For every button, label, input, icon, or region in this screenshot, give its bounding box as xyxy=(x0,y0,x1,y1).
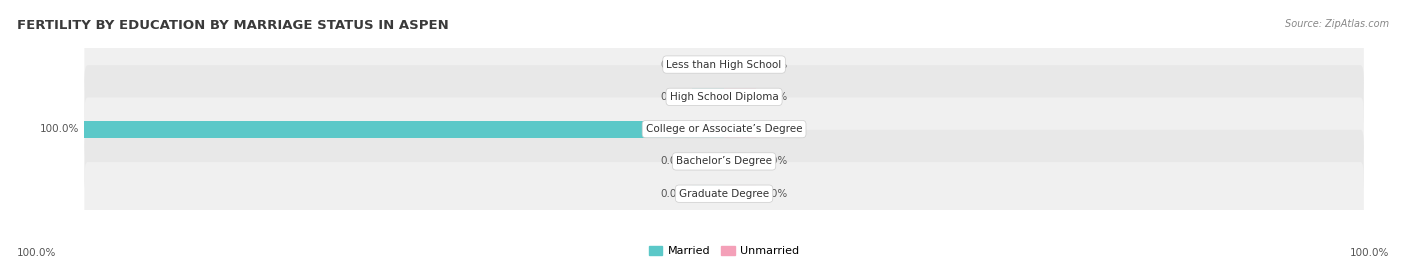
Text: College or Associate’s Degree: College or Associate’s Degree xyxy=(645,124,803,134)
Text: 100.0%: 100.0% xyxy=(1350,248,1389,258)
Text: FERTILITY BY EDUCATION BY MARRIAGE STATUS IN ASPEN: FERTILITY BY EDUCATION BY MARRIAGE STATU… xyxy=(17,19,449,32)
Text: Source: ZipAtlas.com: Source: ZipAtlas.com xyxy=(1285,19,1389,29)
Text: Graduate Degree: Graduate Degree xyxy=(679,189,769,199)
FancyBboxPatch shape xyxy=(84,97,1364,161)
Text: 100.0%: 100.0% xyxy=(17,248,56,258)
Text: 0.0%: 0.0% xyxy=(761,156,787,167)
Bar xyxy=(724,185,756,202)
FancyBboxPatch shape xyxy=(84,33,1364,96)
FancyBboxPatch shape xyxy=(84,162,1364,225)
Text: 0.0%: 0.0% xyxy=(661,59,688,70)
Text: Less than High School: Less than High School xyxy=(666,59,782,70)
Bar xyxy=(724,153,756,170)
Bar xyxy=(692,185,724,202)
Text: 0.0%: 0.0% xyxy=(761,59,787,70)
Legend: Married, Unmarried: Married, Unmarried xyxy=(644,241,804,261)
Text: 0.0%: 0.0% xyxy=(661,189,688,199)
Bar xyxy=(84,121,724,137)
Text: 0.0%: 0.0% xyxy=(761,124,787,134)
Bar xyxy=(692,56,724,73)
Text: 100.0%: 100.0% xyxy=(39,124,79,134)
Text: 0.0%: 0.0% xyxy=(761,189,787,199)
Text: High School Diploma: High School Diploma xyxy=(669,92,779,102)
Text: 0.0%: 0.0% xyxy=(661,156,688,167)
Bar xyxy=(692,153,724,170)
Text: 0.0%: 0.0% xyxy=(661,92,688,102)
FancyBboxPatch shape xyxy=(84,130,1364,193)
Bar xyxy=(724,121,756,137)
FancyBboxPatch shape xyxy=(84,65,1364,129)
Bar xyxy=(724,89,756,105)
Text: Bachelor’s Degree: Bachelor’s Degree xyxy=(676,156,772,167)
Bar xyxy=(724,56,756,73)
Bar xyxy=(692,89,724,105)
Text: 0.0%: 0.0% xyxy=(761,92,787,102)
